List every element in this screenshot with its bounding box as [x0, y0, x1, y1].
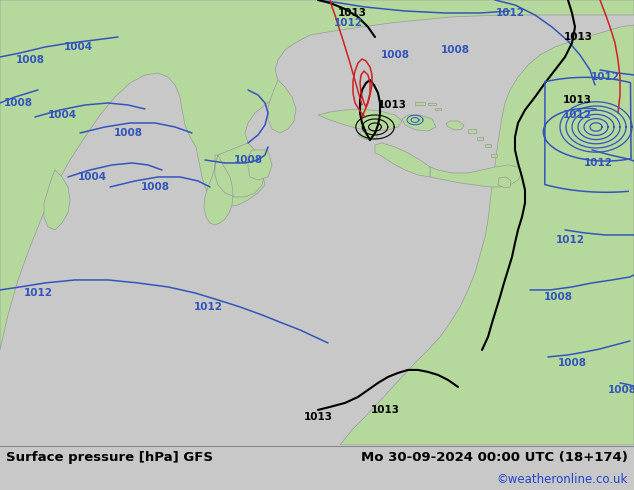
Polygon shape — [375, 143, 430, 177]
Polygon shape — [428, 102, 436, 105]
Text: 1012: 1012 — [590, 72, 619, 82]
Text: 1008: 1008 — [543, 292, 573, 302]
Polygon shape — [358, 130, 378, 140]
Polygon shape — [477, 137, 483, 140]
Text: 1012: 1012 — [496, 8, 524, 18]
Text: 1004: 1004 — [63, 42, 93, 52]
Text: Mo 30-09-2024 00:00 UTC (18+174): Mo 30-09-2024 00:00 UTC (18+174) — [361, 451, 628, 465]
Polygon shape — [204, 143, 265, 225]
Polygon shape — [340, 25, 634, 445]
Text: 1013: 1013 — [377, 100, 406, 110]
Text: 1012: 1012 — [333, 18, 363, 28]
Text: ©weatheronline.co.uk: ©weatheronline.co.uk — [496, 473, 628, 487]
Polygon shape — [468, 129, 476, 133]
Polygon shape — [485, 144, 491, 147]
Text: 1008: 1008 — [113, 128, 143, 138]
Text: 1008: 1008 — [141, 182, 169, 192]
Polygon shape — [248, 150, 272, 180]
Text: 1013: 1013 — [564, 32, 593, 42]
Text: 1013: 1013 — [370, 405, 399, 415]
Text: 1012: 1012 — [193, 302, 223, 312]
Text: Surface pressure [hPa] GFS: Surface pressure [hPa] GFS — [6, 451, 213, 465]
Text: 1012: 1012 — [562, 110, 592, 120]
Text: 1008: 1008 — [380, 50, 410, 60]
Polygon shape — [402, 115, 436, 131]
Polygon shape — [446, 121, 464, 130]
Text: 1013: 1013 — [304, 412, 332, 422]
Polygon shape — [430, 165, 522, 187]
Text: 1013: 1013 — [562, 95, 592, 105]
Text: 1008: 1008 — [15, 55, 44, 65]
Text: 1008: 1008 — [4, 98, 32, 108]
Text: 1008: 1008 — [441, 45, 470, 55]
Polygon shape — [491, 154, 497, 157]
Polygon shape — [498, 177, 511, 188]
Polygon shape — [318, 109, 402, 131]
Text: 1013: 1013 — [337, 8, 366, 18]
Polygon shape — [435, 108, 441, 110]
Text: 1012: 1012 — [555, 235, 585, 245]
Polygon shape — [0, 0, 634, 350]
Text: 1008: 1008 — [233, 155, 262, 165]
Text: 1008: 1008 — [607, 385, 634, 395]
Polygon shape — [415, 102, 425, 105]
Text: 1004: 1004 — [48, 110, 77, 120]
Text: 1008: 1008 — [557, 358, 586, 368]
Polygon shape — [44, 170, 70, 230]
Text: 1012: 1012 — [23, 288, 53, 298]
Text: 1004: 1004 — [77, 172, 107, 182]
Text: 1012: 1012 — [583, 158, 612, 168]
Polygon shape — [268, 80, 296, 133]
